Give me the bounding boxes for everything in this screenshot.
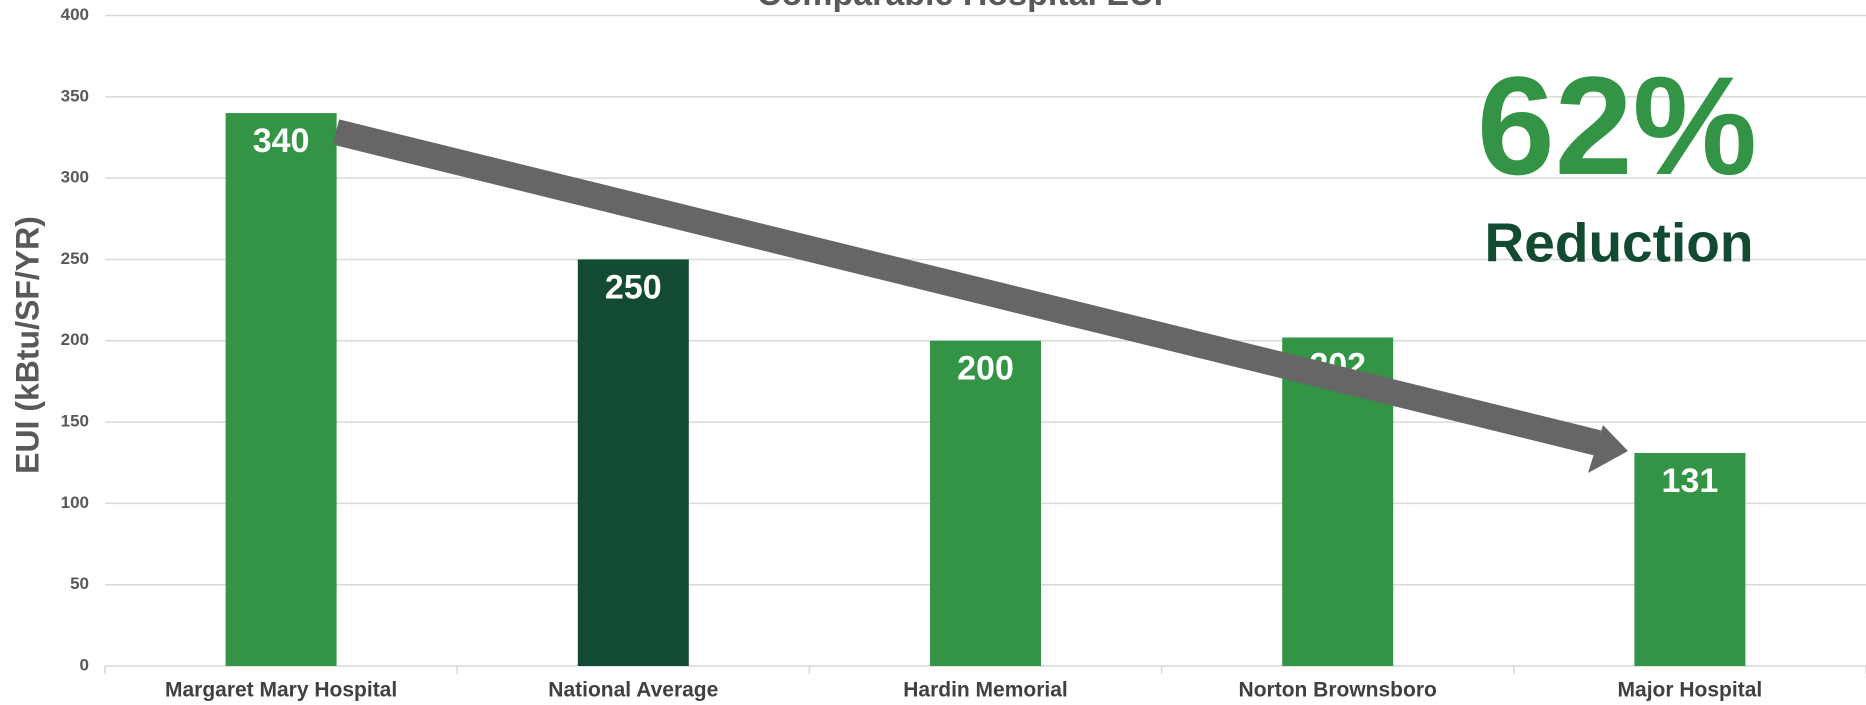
arrow-head (1588, 425, 1628, 473)
x-tick-label: Margaret Mary Hospital (165, 679, 397, 702)
chart-title: Comparable Hospital EUI (757, 0, 1163, 13)
y-tick-label: 100 (61, 493, 89, 512)
y-tick-label: 150 (61, 412, 89, 431)
bar (1634, 452, 1746, 666)
data-label: 340 (253, 122, 310, 160)
trend-arrow (332, 119, 1628, 473)
y-tick-label: 0 (80, 655, 89, 674)
data-label: 200 (957, 350, 1014, 388)
y-tick-label: 300 (61, 168, 89, 187)
bar (225, 113, 337, 666)
data-label: 250 (605, 268, 662, 306)
y-tick-label: 350 (61, 86, 89, 105)
arrow-shaft (332, 119, 1602, 456)
y-tick-label: 200 (61, 330, 89, 349)
annotation-percent: 62% (1477, 47, 1757, 204)
y-tick-label: 250 (61, 249, 89, 268)
y-tick-label: 50 (70, 574, 89, 593)
annotation-reduction: Reduction (1485, 212, 1754, 274)
x-tick-label: Norton Brownsboro (1239, 679, 1437, 702)
x-tick-label: Hardin Memorial (903, 679, 1068, 702)
data-label: 131 (1662, 462, 1719, 500)
bar (930, 340, 1041, 666)
y-axis-label: EUI (kBtu/SF/YR) (9, 216, 45, 474)
bar (577, 259, 689, 666)
y-tick-label: 400 (61, 5, 89, 24)
x-tick-label: National Average (548, 679, 718, 702)
x-tick-label: Major Hospital (1618, 679, 1763, 702)
grid: 0 50 100 150 200 250 300 350 400 Margaret Mary Ho… (61, 5, 1866, 702)
